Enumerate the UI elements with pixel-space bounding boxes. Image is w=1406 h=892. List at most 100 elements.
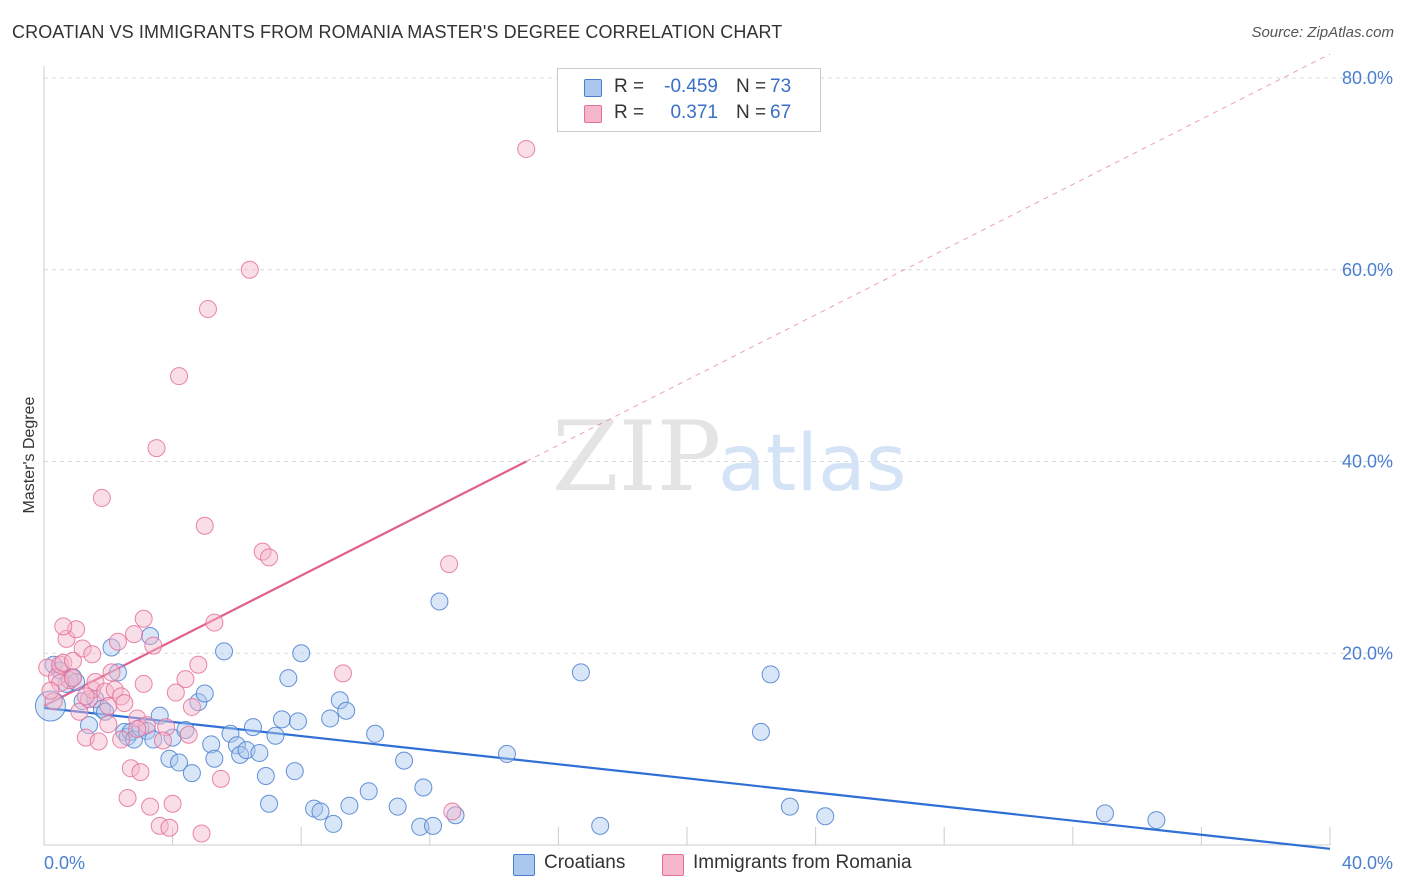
y-axis-label: Master's Degree	[21, 396, 38, 513]
point-romania	[118, 789, 137, 808]
point-romania	[176, 670, 195, 689]
point-croatians	[272, 710, 291, 729]
point-romania	[141, 797, 160, 816]
point-croatians	[780, 797, 799, 816]
point-romania	[205, 613, 224, 632]
point-croatians	[330, 691, 349, 710]
point-romania	[144, 636, 163, 655]
point-croatians	[359, 782, 378, 801]
legend-swatch-pink	[662, 854, 684, 876]
point-croatians	[215, 642, 234, 661]
watermark: ZIP atlas	[552, 401, 907, 513]
point-croatians	[266, 726, 285, 745]
grid-lines	[44, 77, 1392, 654]
point-romania	[70, 702, 89, 721]
point-romania	[260, 548, 279, 567]
point-croatians	[337, 701, 356, 720]
point-romania	[163, 794, 182, 813]
point-croatians	[411, 817, 430, 836]
legend-label: Croatians	[544, 852, 626, 873]
point-croatians	[414, 778, 433, 797]
point-romania	[92, 488, 111, 507]
series-legend: Croatians Immigrants from Romania	[0, 852, 1406, 878]
trendline-croatians	[43, 706, 1331, 850]
point-croatians	[256, 766, 275, 785]
legend-n-value: 73	[770, 76, 792, 97]
point-romania	[44, 692, 63, 711]
axes	[43, 66, 1331, 846]
point-romania	[63, 669, 82, 688]
point-romania	[83, 645, 102, 664]
legend-label: Immigrants from Romania	[693, 852, 912, 873]
point-croatians	[324, 814, 343, 833]
legend-r-label: R =	[614, 76, 645, 97]
point-croatians	[285, 762, 304, 781]
point-croatians	[288, 712, 307, 731]
point-romania	[147, 439, 166, 458]
legend-swatch-pink	[584, 105, 602, 123]
trendline-romania-extension	[526, 53, 1331, 462]
point-romania	[198, 300, 217, 319]
point-romania	[170, 367, 189, 386]
point-romania	[121, 759, 140, 778]
point-croatians	[571, 663, 590, 682]
point-romania	[160, 818, 179, 837]
point-romania	[86, 673, 105, 692]
point-croatians	[125, 730, 144, 749]
point-romania	[102, 663, 121, 682]
point-croatians	[751, 722, 770, 741]
point-romania	[128, 709, 147, 728]
trend-lines	[43, 53, 1331, 850]
point-romania	[166, 683, 185, 702]
point-romania	[99, 715, 118, 734]
y-tick-label: 20.0%	[1342, 643, 1393, 663]
y-tick-label: 40.0%	[1342, 452, 1393, 472]
point-croatians	[160, 749, 179, 768]
legend-n-label: N =	[736, 76, 767, 97]
point-romania	[157, 718, 176, 737]
legend-n-label: N =	[736, 102, 767, 123]
x-tick-label: 0.0%	[44, 853, 85, 873]
point-croatians	[1095, 804, 1114, 823]
point-romania	[443, 802, 462, 821]
trendline-romania	[43, 460, 527, 707]
correlation-legend: R = -0.459 N = 73 R = 0.371 N = 67	[557, 68, 821, 132]
point-romania	[108, 632, 127, 651]
point-romania	[112, 730, 131, 749]
point-croatians	[321, 709, 340, 728]
point-croatians	[395, 751, 414, 770]
point-croatians	[205, 749, 224, 768]
legend-swatch-blue	[513, 854, 535, 876]
legend-n-value: 67	[770, 102, 792, 123]
point-romania	[179, 725, 198, 744]
point-croatians	[366, 724, 385, 743]
point-croatians	[430, 592, 449, 611]
point-croatians	[497, 744, 516, 763]
point-romania	[440, 555, 459, 574]
point-romania	[76, 687, 95, 706]
point-romania	[153, 731, 172, 750]
legend-r-value: 0.371	[670, 102, 718, 123]
point-romania	[134, 609, 153, 628]
point-croatians	[250, 743, 269, 762]
point-croatians	[195, 684, 214, 703]
source-label: Source: ZipAtlas.com	[1251, 24, 1394, 41]
point-croatians	[424, 816, 443, 835]
point-romania	[89, 732, 108, 751]
point-croatians	[1147, 811, 1166, 830]
point-romania	[131, 763, 150, 782]
point-romania	[182, 697, 201, 716]
legend-r-value: -0.459	[664, 76, 718, 97]
point-romania	[517, 139, 536, 158]
point-croatians	[182, 764, 201, 783]
watermark-zip: ZIP	[552, 401, 721, 513]
point-romania	[211, 769, 230, 788]
point-croatians	[388, 797, 407, 816]
x-tick-label: 40.0%	[1342, 853, 1393, 873]
y-tick-label: 80.0%	[1342, 68, 1393, 88]
point-romania	[333, 664, 352, 683]
point-croatians	[176, 720, 195, 739]
data-points	[34, 139, 1166, 843]
point-croatians	[243, 718, 262, 737]
